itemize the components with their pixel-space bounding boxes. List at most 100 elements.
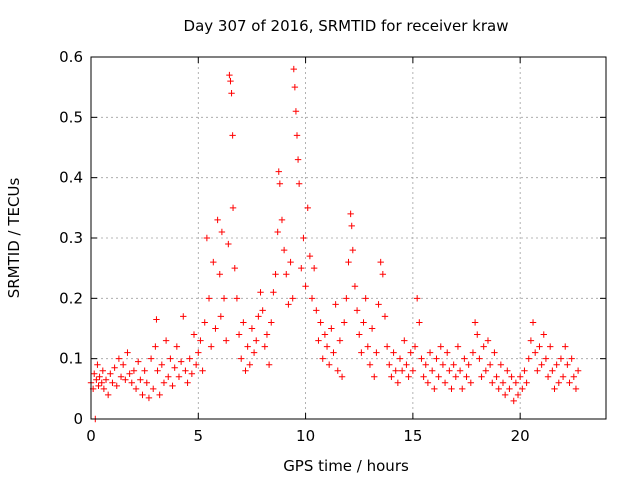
data-point: [298, 264, 305, 272]
data-point: [345, 258, 352, 266]
data-point: [229, 132, 236, 139]
data-point: [100, 385, 108, 393]
x-tick-label: 15: [403, 427, 422, 445]
data-point: [332, 301, 339, 308]
data-point: [557, 355, 565, 362]
data-point: [275, 168, 282, 175]
data-point: [497, 361, 505, 368]
data-point: [192, 361, 200, 368]
data-point: [328, 325, 335, 332]
data-point: [420, 373, 427, 380]
data-point: [154, 367, 161, 374]
data-point: [261, 343, 269, 350]
data-point: [308, 295, 316, 302]
data-point: [521, 367, 528, 374]
data-point: [341, 319, 348, 326]
data-point: [270, 289, 277, 296]
data-point: [228, 90, 235, 97]
y-axis-label: SRMTID / TECUs: [5, 178, 23, 299]
data-point: [145, 394, 153, 402]
data-point: [349, 246, 356, 254]
data-point: [93, 376, 100, 383]
data-point: [253, 337, 260, 344]
data-point: [126, 370, 133, 377]
data-point: [373, 349, 380, 356]
data-point: [371, 373, 378, 380]
y-tick-label: 0.2: [59, 289, 83, 307]
data-point: [115, 355, 123, 362]
data-point: [506, 385, 513, 393]
chart-title: Day 307 of 2016, SRMTID for receiver kra…: [184, 17, 509, 35]
data-point: [441, 379, 449, 386]
data-point: [280, 246, 288, 254]
data-point: [180, 313, 187, 320]
data-point: [160, 379, 168, 386]
data-point: [471, 319, 479, 326]
data-point: [459, 385, 466, 393]
data-point: [362, 295, 369, 302]
data-point: [394, 379, 402, 386]
data-point: [242, 367, 249, 374]
data-point: [330, 349, 337, 356]
data-point: [555, 379, 562, 386]
data-point: [175, 373, 183, 380]
data-points: [87, 65, 582, 423]
data-point: [226, 71, 233, 79]
data-point: [482, 367, 490, 374]
data-point: [162, 337, 170, 344]
data-point: [396, 355, 404, 362]
data-point: [283, 271, 290, 278]
data-point: [98, 379, 105, 386]
data-point: [107, 370, 114, 377]
data-point: [300, 234, 307, 242]
data-point: [235, 331, 243, 338]
data-point: [544, 373, 552, 380]
data-point: [540, 331, 547, 338]
axis-ticks: 0 5 10 15 20 0 0.1 0.2 0.3 0.4 0.5 0.6: [59, 48, 606, 445]
data-point: [553, 361, 560, 368]
data-point: [190, 331, 198, 338]
data-point: [364, 343, 372, 350]
data-point: [130, 367, 138, 374]
data-point: [109, 379, 116, 386]
data-point: [184, 379, 191, 386]
data-point: [338, 373, 346, 380]
data-point: [512, 379, 520, 386]
data-point: [401, 337, 408, 344]
data-point: [398, 367, 406, 374]
data-point: [448, 385, 455, 393]
data-point: [566, 379, 573, 386]
data-point: [416, 319, 423, 326]
data-point: [240, 319, 247, 326]
data-point: [102, 376, 110, 383]
y-tick-label: 0: [73, 410, 83, 428]
x-axis-label: GPS time / hours: [283, 457, 409, 475]
data-point: [291, 83, 299, 91]
data-point: [386, 361, 393, 368]
data-point: [195, 349, 202, 356]
data-point: [368, 325, 376, 332]
data-point: [547, 343, 554, 350]
data-point: [165, 373, 172, 380]
data-point: [222, 337, 230, 344]
data-point: [290, 65, 297, 73]
data-point: [95, 382, 102, 390]
data-point: [139, 391, 146, 399]
data-point: [99, 367, 107, 374]
data-point: [212, 325, 219, 332]
data-point: [220, 295, 228, 302]
data-point: [381, 313, 389, 320]
data-point: [486, 361, 494, 368]
data-point: [294, 156, 302, 163]
data-point: [510, 397, 517, 405]
data-point: [317, 319, 324, 326]
data-point: [229, 204, 237, 212]
data-point: [508, 373, 515, 380]
data-point: [272, 271, 279, 278]
data-point: [353, 307, 361, 314]
data-point: [325, 361, 333, 368]
data-point: [217, 313, 225, 320]
data-point: [390, 349, 397, 356]
data-point: [409, 367, 417, 374]
